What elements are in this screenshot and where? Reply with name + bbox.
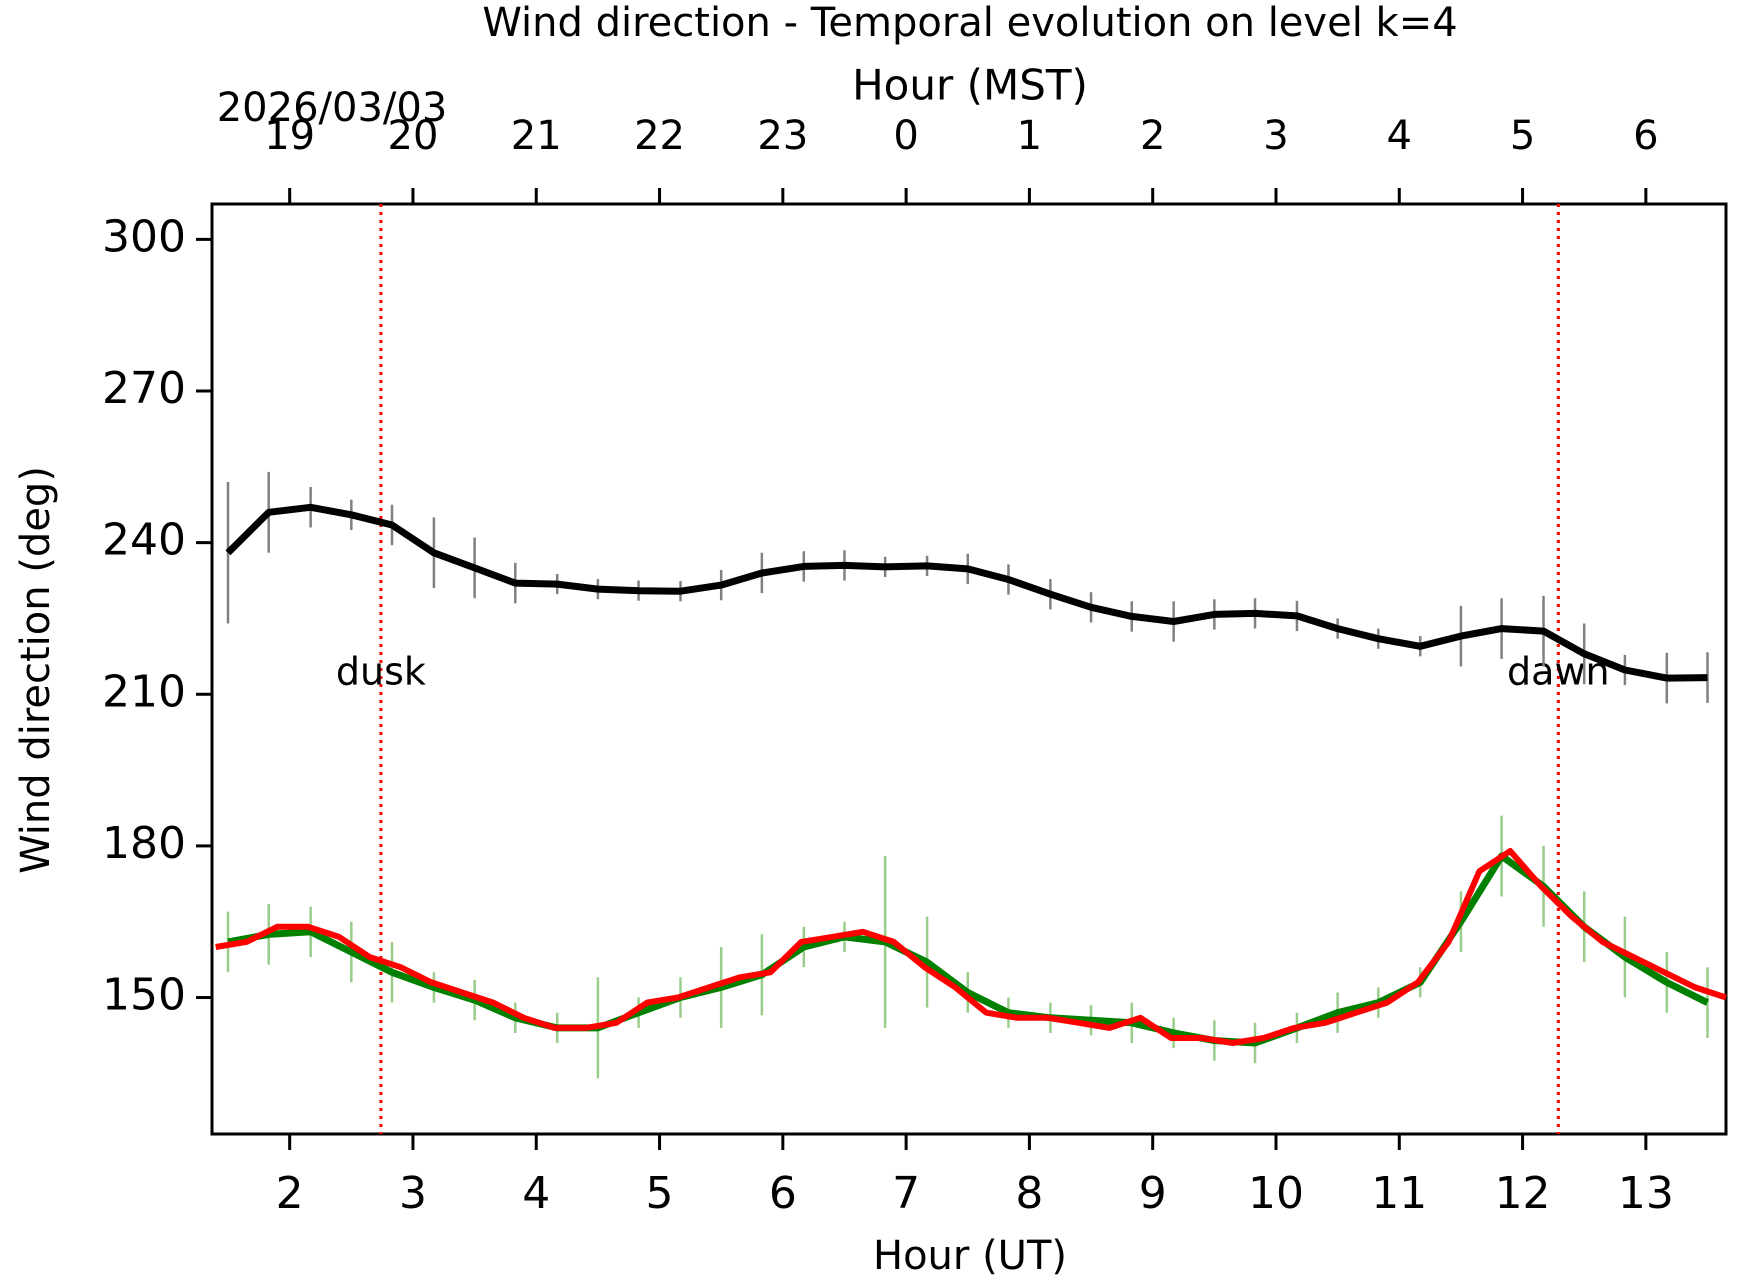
top-tick-label: 22 xyxy=(634,113,685,159)
y-tick-label: 240 xyxy=(102,515,186,566)
top-tick-label: 1 xyxy=(1017,113,1042,159)
y-tick-label: 210 xyxy=(102,666,186,717)
top-tick-label: 2 xyxy=(1140,113,1165,159)
series-line xyxy=(215,848,1727,1046)
top-tick-label: 20 xyxy=(388,113,439,159)
x-tick-label: 3 xyxy=(399,1168,427,1219)
date-label: 2026/03/03 xyxy=(217,85,448,131)
top-tick-label: 3 xyxy=(1263,113,1288,159)
x-tick-label: 7 xyxy=(892,1168,920,1219)
top-tick-label: 4 xyxy=(1387,113,1412,159)
x-tick-label: 12 xyxy=(1495,1168,1551,1219)
top-tick-label: 5 xyxy=(1510,113,1535,159)
top-tick-label: 6 xyxy=(1633,113,1658,159)
top-tick-label: 0 xyxy=(893,113,918,159)
y-axis-label: Wind direction (deg) xyxy=(13,466,59,874)
x-tick-label: 13 xyxy=(1618,1168,1674,1219)
x-tick-label: 8 xyxy=(1015,1168,1043,1219)
x-tick-label: 5 xyxy=(646,1168,674,1219)
x-axis-label: Hour (UT) xyxy=(873,1233,1067,1279)
series-line xyxy=(225,503,1708,682)
x-tick-label: 4 xyxy=(522,1168,550,1219)
annotation-label: dusk xyxy=(336,650,426,694)
y-tick-label: 270 xyxy=(102,363,186,414)
top-tick-label: 19 xyxy=(264,113,315,159)
top-tick-label: 23 xyxy=(757,113,808,159)
x-tick-label: 6 xyxy=(769,1168,797,1219)
y-tick-label: 180 xyxy=(102,818,186,869)
plot-frame xyxy=(210,202,1728,1136)
series-line xyxy=(227,852,1710,1047)
y-tick-label: 150 xyxy=(102,970,186,1021)
x-tick-label: 10 xyxy=(1248,1168,1304,1219)
y-tick-label: 300 xyxy=(102,211,186,262)
top-tick-label: 21 xyxy=(511,113,562,159)
x-tick-label: 11 xyxy=(1371,1168,1427,1219)
chart-title: Wind direction - Temporal evolution on l… xyxy=(482,0,1457,46)
x-tick-label: 2 xyxy=(276,1168,304,1219)
top-axis-label: Hour (MST) xyxy=(852,61,1088,110)
x-tick-label: 9 xyxy=(1139,1168,1167,1219)
